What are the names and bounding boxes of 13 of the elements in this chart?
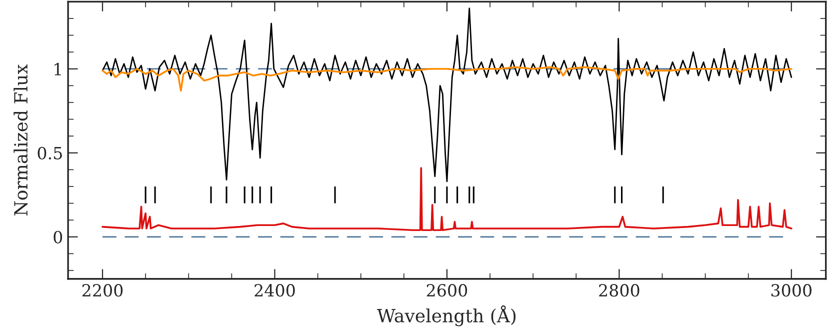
x-tick-label: 2800 <box>599 284 640 297</box>
x-axis-title: Wavelength (Å) <box>377 305 516 326</box>
y-tick-label: 1 <box>54 62 61 76</box>
y-axis-title: Normalized Flux <box>14 64 28 216</box>
x-tick-label: 2600 <box>426 284 468 297</box>
y-tick-label: 0 <box>54 230 62 244</box>
y-tick-label: 0.5 <box>38 146 62 160</box>
x-tick-label: 2200 <box>82 284 123 297</box>
line-series <box>102 8 792 182</box>
x-tick-label: 2400 <box>254 284 295 297</box>
x-tick-label: 3000 <box>771 284 812 297</box>
line-series <box>102 167 792 232</box>
line-series <box>102 66 792 92</box>
